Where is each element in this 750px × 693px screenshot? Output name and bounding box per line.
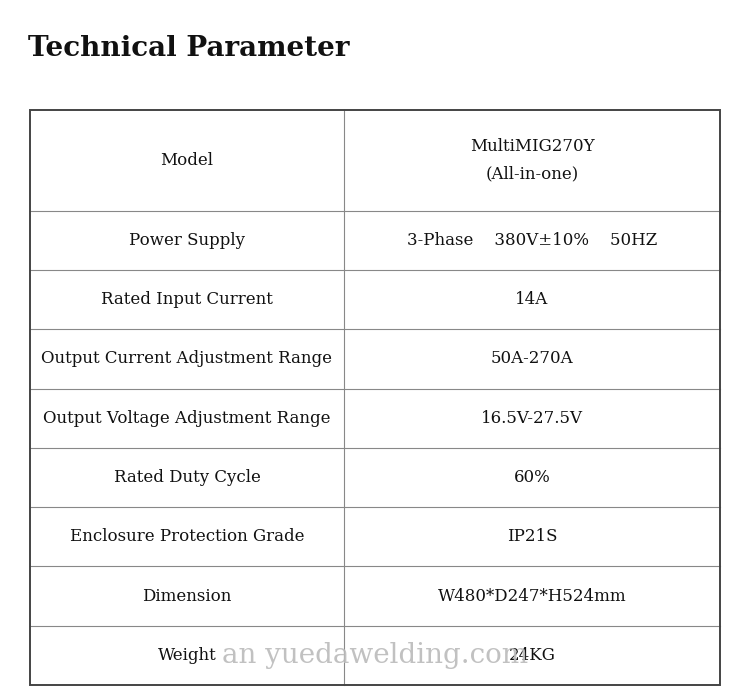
Text: an yuedawelding.com: an yuedawelding.com: [222, 642, 528, 669]
Text: IP21S: IP21S: [507, 528, 557, 545]
Text: Model: Model: [160, 152, 214, 169]
Bar: [30, 110, 720, 685]
Text: 60%: 60%: [514, 469, 550, 486]
Text: Rated Input Current: Rated Input Current: [101, 291, 273, 308]
Text: Power Supply: Power Supply: [129, 232, 245, 249]
Text: W480*D247*H524mm: W480*D247*H524mm: [438, 588, 626, 604]
Text: Output Voltage Adjustment Range: Output Voltage Adjustment Range: [44, 410, 331, 427]
Text: 24KG: 24KG: [509, 647, 556, 664]
Text: Technical Parameter: Technical Parameter: [28, 35, 350, 62]
Text: 16.5V-27.5V: 16.5V-27.5V: [481, 410, 583, 427]
Text: 3-Phase    380V±10%    50HZ: 3-Phase 380V±10% 50HZ: [406, 232, 657, 249]
Text: MultiMIG270Y
(All-in-one): MultiMIG270Y (All-in-one): [470, 138, 594, 182]
Text: Dimension: Dimension: [142, 588, 232, 604]
Text: Output Current Adjustment Range: Output Current Adjustment Range: [41, 351, 332, 367]
Text: Rated Duty Cycle: Rated Duty Cycle: [113, 469, 260, 486]
Text: 50A-270A: 50A-270A: [490, 351, 573, 367]
Text: Weight: Weight: [158, 647, 216, 664]
Text: Enclosure Protection Grade: Enclosure Protection Grade: [70, 528, 304, 545]
Text: 14A: 14A: [515, 291, 548, 308]
